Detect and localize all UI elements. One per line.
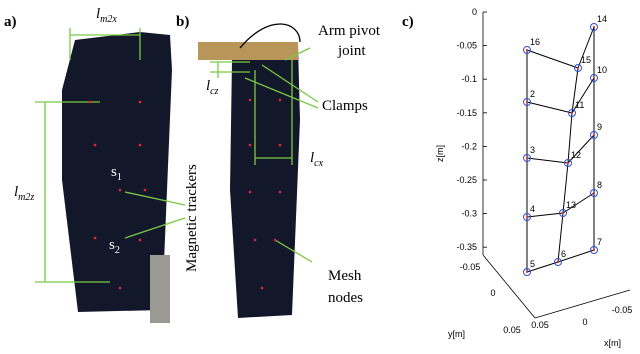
node-label: 6 <box>561 249 566 259</box>
mesh-edge <box>527 158 568 163</box>
node-center <box>571 112 573 114</box>
node-center <box>562 212 564 214</box>
y-axis-label: y[m] <box>448 329 465 339</box>
node-center <box>526 101 528 103</box>
dim-label: lm2x <box>96 6 117 25</box>
annotation: Arm pivot <box>318 23 381 39</box>
z-tick-label: -0.3 <box>461 209 477 219</box>
node-center <box>593 192 595 194</box>
node-label: 9 <box>597 122 602 132</box>
z-axis-label: z[m] <box>435 145 445 162</box>
panel-label: a) <box>4 14 17 30</box>
mesh-edge <box>527 50 578 68</box>
y-tick-label: 0 <box>490 288 495 298</box>
annotation: Mesh <box>328 268 362 284</box>
panel-label: c) <box>402 14 414 30</box>
node-label: 2 <box>530 89 535 99</box>
y-tick-label: 0.05 <box>503 325 521 335</box>
z-tick-label: -0.1 <box>461 74 477 84</box>
axes-3d <box>483 12 630 318</box>
node-label: 16 <box>530 37 540 47</box>
node-label: 14 <box>597 14 607 24</box>
node-center <box>526 271 528 273</box>
annotation: joint <box>337 43 366 59</box>
annotation: nodes <box>328 290 363 306</box>
node-center <box>526 157 528 159</box>
ruler <box>150 255 170 323</box>
figure: a) lm2x lm2z s1 s2 Magnetic trackers b) … <box>0 0 640 354</box>
node-label: 13 <box>566 200 576 210</box>
dim-label: lm2z <box>14 184 34 203</box>
z-tick-label: -0.15 <box>456 108 477 118</box>
panel-label: b) <box>176 14 189 30</box>
dim-label: lcz <box>206 78 219 97</box>
node-label: 12 <box>571 150 581 160</box>
node-center <box>593 134 595 136</box>
node-label: 11 <box>575 100 584 110</box>
node-center <box>567 162 569 164</box>
caption: Magnetic trackers <box>184 164 200 272</box>
node-center <box>526 49 528 51</box>
z-tick-label: -0.35 <box>456 242 477 252</box>
node-center <box>577 67 579 69</box>
node-label: 3 <box>530 145 535 155</box>
z-tick-label: -0.05 <box>456 41 477 51</box>
node-label: 4 <box>530 204 535 214</box>
x-axis-label: x[m] <box>604 338 621 348</box>
node-label: 5 <box>530 259 535 269</box>
node-center <box>593 249 595 251</box>
z-tick-label: -0.2 <box>461 141 477 151</box>
y-tick-label: -0.05 <box>460 262 481 272</box>
node-label: 8 <box>597 180 602 190</box>
x-tick-label: 0.05 <box>531 320 549 330</box>
node-center <box>557 261 559 263</box>
annotation: Clamps <box>322 98 368 114</box>
x-tick-label: 0 <box>582 317 587 327</box>
dim-label: lcx <box>310 150 324 169</box>
x-tick-label: -0.05 <box>612 305 633 315</box>
node-center <box>526 216 528 218</box>
node-center <box>593 26 595 28</box>
node-label: 15 <box>581 55 591 65</box>
z-tick-label: -0.25 <box>456 175 477 185</box>
node-label: 7 <box>597 237 602 247</box>
z-tick-label: 0 <box>472 7 477 17</box>
arm <box>198 42 298 60</box>
node-center <box>593 77 595 79</box>
node-label: 10 <box>597 65 607 75</box>
mesh-edge <box>527 102 572 113</box>
